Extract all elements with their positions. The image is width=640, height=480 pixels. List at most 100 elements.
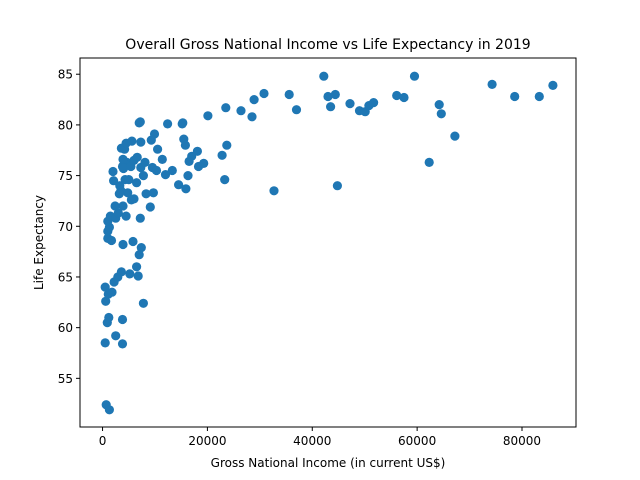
data-point — [534, 91, 544, 102]
x-tick-label: 60000 — [398, 434, 436, 448]
y-tick-label: 80 — [58, 118, 73, 132]
data-point — [399, 92, 409, 103]
data-point — [323, 91, 333, 102]
data-point — [121, 211, 131, 221]
data-point — [107, 287, 117, 297]
data-point — [118, 239, 128, 250]
data-point — [434, 100, 444, 110]
data-point — [409, 71, 420, 81]
data-point — [160, 170, 171, 180]
data-point — [117, 161, 128, 172]
data-point — [174, 180, 184, 190]
data-point — [330, 89, 340, 100]
data-point — [151, 165, 162, 176]
data-point — [332, 181, 342, 191]
data-point — [129, 194, 139, 204]
data-point — [127, 136, 137, 146]
data-point — [548, 80, 558, 90]
y-tick-label: 60 — [58, 321, 73, 335]
data-point — [203, 111, 213, 121]
data-point — [269, 186, 279, 196]
y-tick-label: 65 — [58, 270, 73, 284]
data-point — [392, 90, 402, 101]
data-point — [220, 175, 230, 185]
data-point — [247, 112, 257, 122]
data-point — [109, 176, 119, 186]
data-point — [236, 106, 246, 116]
data-point — [153, 144, 163, 154]
data-point — [117, 314, 128, 325]
data-point — [138, 171, 148, 181]
data-point — [149, 129, 160, 139]
data-point — [141, 189, 151, 199]
data-point — [222, 140, 232, 150]
data-point — [125, 269, 135, 279]
y-tick-label: 70 — [58, 220, 73, 234]
data-point — [319, 71, 329, 81]
data-point — [104, 405, 114, 415]
y-axis-ticks: 55 60 65 70 75 80 85 — [58, 68, 80, 386]
data-point — [291, 105, 302, 115]
data-point — [424, 157, 434, 167]
data-point — [148, 188, 158, 198]
data-point — [345, 99, 355, 109]
data-point — [101, 296, 111, 306]
data-point — [132, 152, 142, 162]
data-point — [100, 282, 110, 292]
data-point — [145, 202, 155, 212]
data-point — [180, 140, 190, 150]
data-point — [104, 312, 114, 323]
data-point — [132, 262, 142, 272]
data-point — [510, 91, 520, 102]
data-point — [115, 181, 125, 191]
data-point — [181, 184, 191, 194]
x-tick-label: 40000 — [293, 434, 331, 448]
data-point — [108, 166, 118, 177]
data-point — [167, 165, 177, 176]
data-point — [369, 98, 379, 108]
x-axis-label: Gross National Income (in current US$) — [211, 456, 446, 470]
data-point — [133, 271, 143, 281]
data-point — [111, 331, 121, 341]
data-point — [136, 243, 146, 253]
y-tick-label: 55 — [58, 372, 73, 386]
plot-frame — [79, 57, 577, 428]
data-point — [284, 89, 294, 100]
data-point — [118, 154, 128, 164]
data-point — [135, 213, 145, 223]
data-point — [124, 175, 134, 185]
data-point — [192, 146, 202, 156]
data-point — [326, 102, 336, 112]
x-tick-label: 20000 — [188, 434, 226, 448]
data-point — [100, 338, 110, 348]
data-point — [157, 154, 167, 164]
data-point — [136, 137, 146, 147]
data-point — [450, 131, 460, 141]
data-point — [138, 298, 148, 308]
data-point — [128, 236, 138, 247]
data-point — [117, 339, 128, 349]
data-point — [487, 79, 497, 89]
data-point — [199, 158, 209, 168]
data-point — [140, 157, 150, 167]
data-point — [114, 189, 124, 199]
y-axis-label: Life Expectancy — [32, 195, 46, 290]
data-point — [135, 117, 145, 127]
data-point — [217, 150, 227, 160]
data-point — [116, 267, 126, 277]
data-point — [106, 235, 117, 246]
x-tick-label: 80000 — [503, 434, 541, 448]
chart-title: Overall Gross National Income vs Life Ex… — [125, 37, 530, 53]
data-point — [163, 119, 173, 129]
data-point — [436, 109, 446, 119]
data-point — [132, 178, 142, 188]
x-axis-ticks: 0 20000 40000 60000 80000 — [99, 427, 541, 448]
data-point — [134, 250, 144, 260]
data-points — [100, 71, 558, 415]
data-point — [249, 95, 259, 105]
data-point — [221, 103, 231, 113]
y-tick-label: 85 — [58, 68, 73, 82]
data-point — [178, 118, 188, 128]
data-point — [118, 201, 128, 211]
